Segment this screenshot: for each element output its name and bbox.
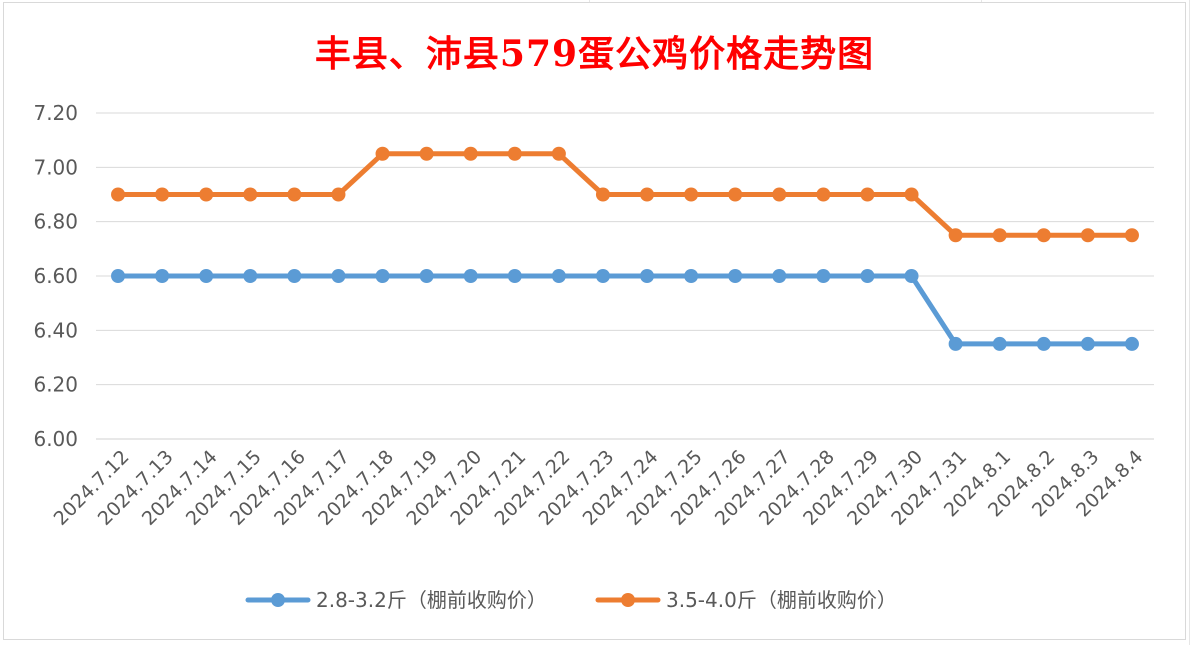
data-point [816,269,831,283]
y-tick-label: 6.40 [33,318,78,342]
data-point [375,269,390,283]
data-point [419,146,434,161]
legend-label: 2.8-3.2斤（棚前收购价） [316,588,547,612]
data-point [904,187,919,202]
gridline-fragment [1189,0,1190,645]
data-point [772,187,787,202]
data-point [860,269,875,283]
data-point [684,187,699,202]
data-point [640,187,655,202]
data-point [992,336,1007,351]
data-point [904,269,919,283]
data-point [816,187,831,202]
data-point [507,146,522,161]
data-point [640,269,655,283]
data-point [287,187,302,202]
data-point [1124,228,1139,243]
data-point [1080,336,1095,351]
data-point [375,146,390,161]
data-point [1080,228,1095,243]
data-point [728,187,743,202]
data-point [331,187,346,202]
data-point [111,269,126,283]
y-tick-label: 6.00 [33,427,78,451]
data-point [551,146,566,161]
data-point [1036,228,1051,243]
data-point [507,269,522,283]
y-tick-label: 6.80 [33,210,78,234]
data-point [551,269,566,283]
data-point [684,269,699,283]
y-tick-label: 6.60 [33,264,78,288]
series-line [115,151,1135,238]
gridline-fragment [589,0,590,3]
y-tick-label: 6.20 [33,373,78,397]
y-tick-label: 7.20 [33,101,78,125]
data-point [1124,336,1139,351]
data-point [243,269,258,283]
data-point [595,269,610,283]
data-point [155,269,170,283]
data-point [595,187,610,202]
data-point [111,187,126,202]
data-point [860,187,875,202]
legend-label: 3.5-4.0斤（棚前收购价） [666,588,897,612]
data-point [772,269,787,283]
legend-marker [271,593,285,607]
data-point [463,146,478,161]
data-point [948,336,963,351]
data-point [287,269,302,283]
legend-marker [621,593,635,607]
data-point [331,269,346,283]
data-point [243,187,258,202]
chart-title: 丰县、沛县579蛋公鸡价格走势图 [314,33,875,75]
y-tick-label: 7.00 [33,155,78,179]
data-point [1036,336,1051,351]
data-point [419,269,434,283]
data-point [463,269,478,283]
gridline-fragment [981,0,982,3]
data-point [199,269,214,283]
data-point [948,228,963,243]
data-point [155,187,170,202]
data-point [728,269,743,283]
data-point [199,187,214,202]
series-line [115,273,1135,347]
chart-area[interactable]: 丰县、沛县579蛋公鸡价格走势图 [3,2,1186,640]
data-point [992,228,1007,243]
